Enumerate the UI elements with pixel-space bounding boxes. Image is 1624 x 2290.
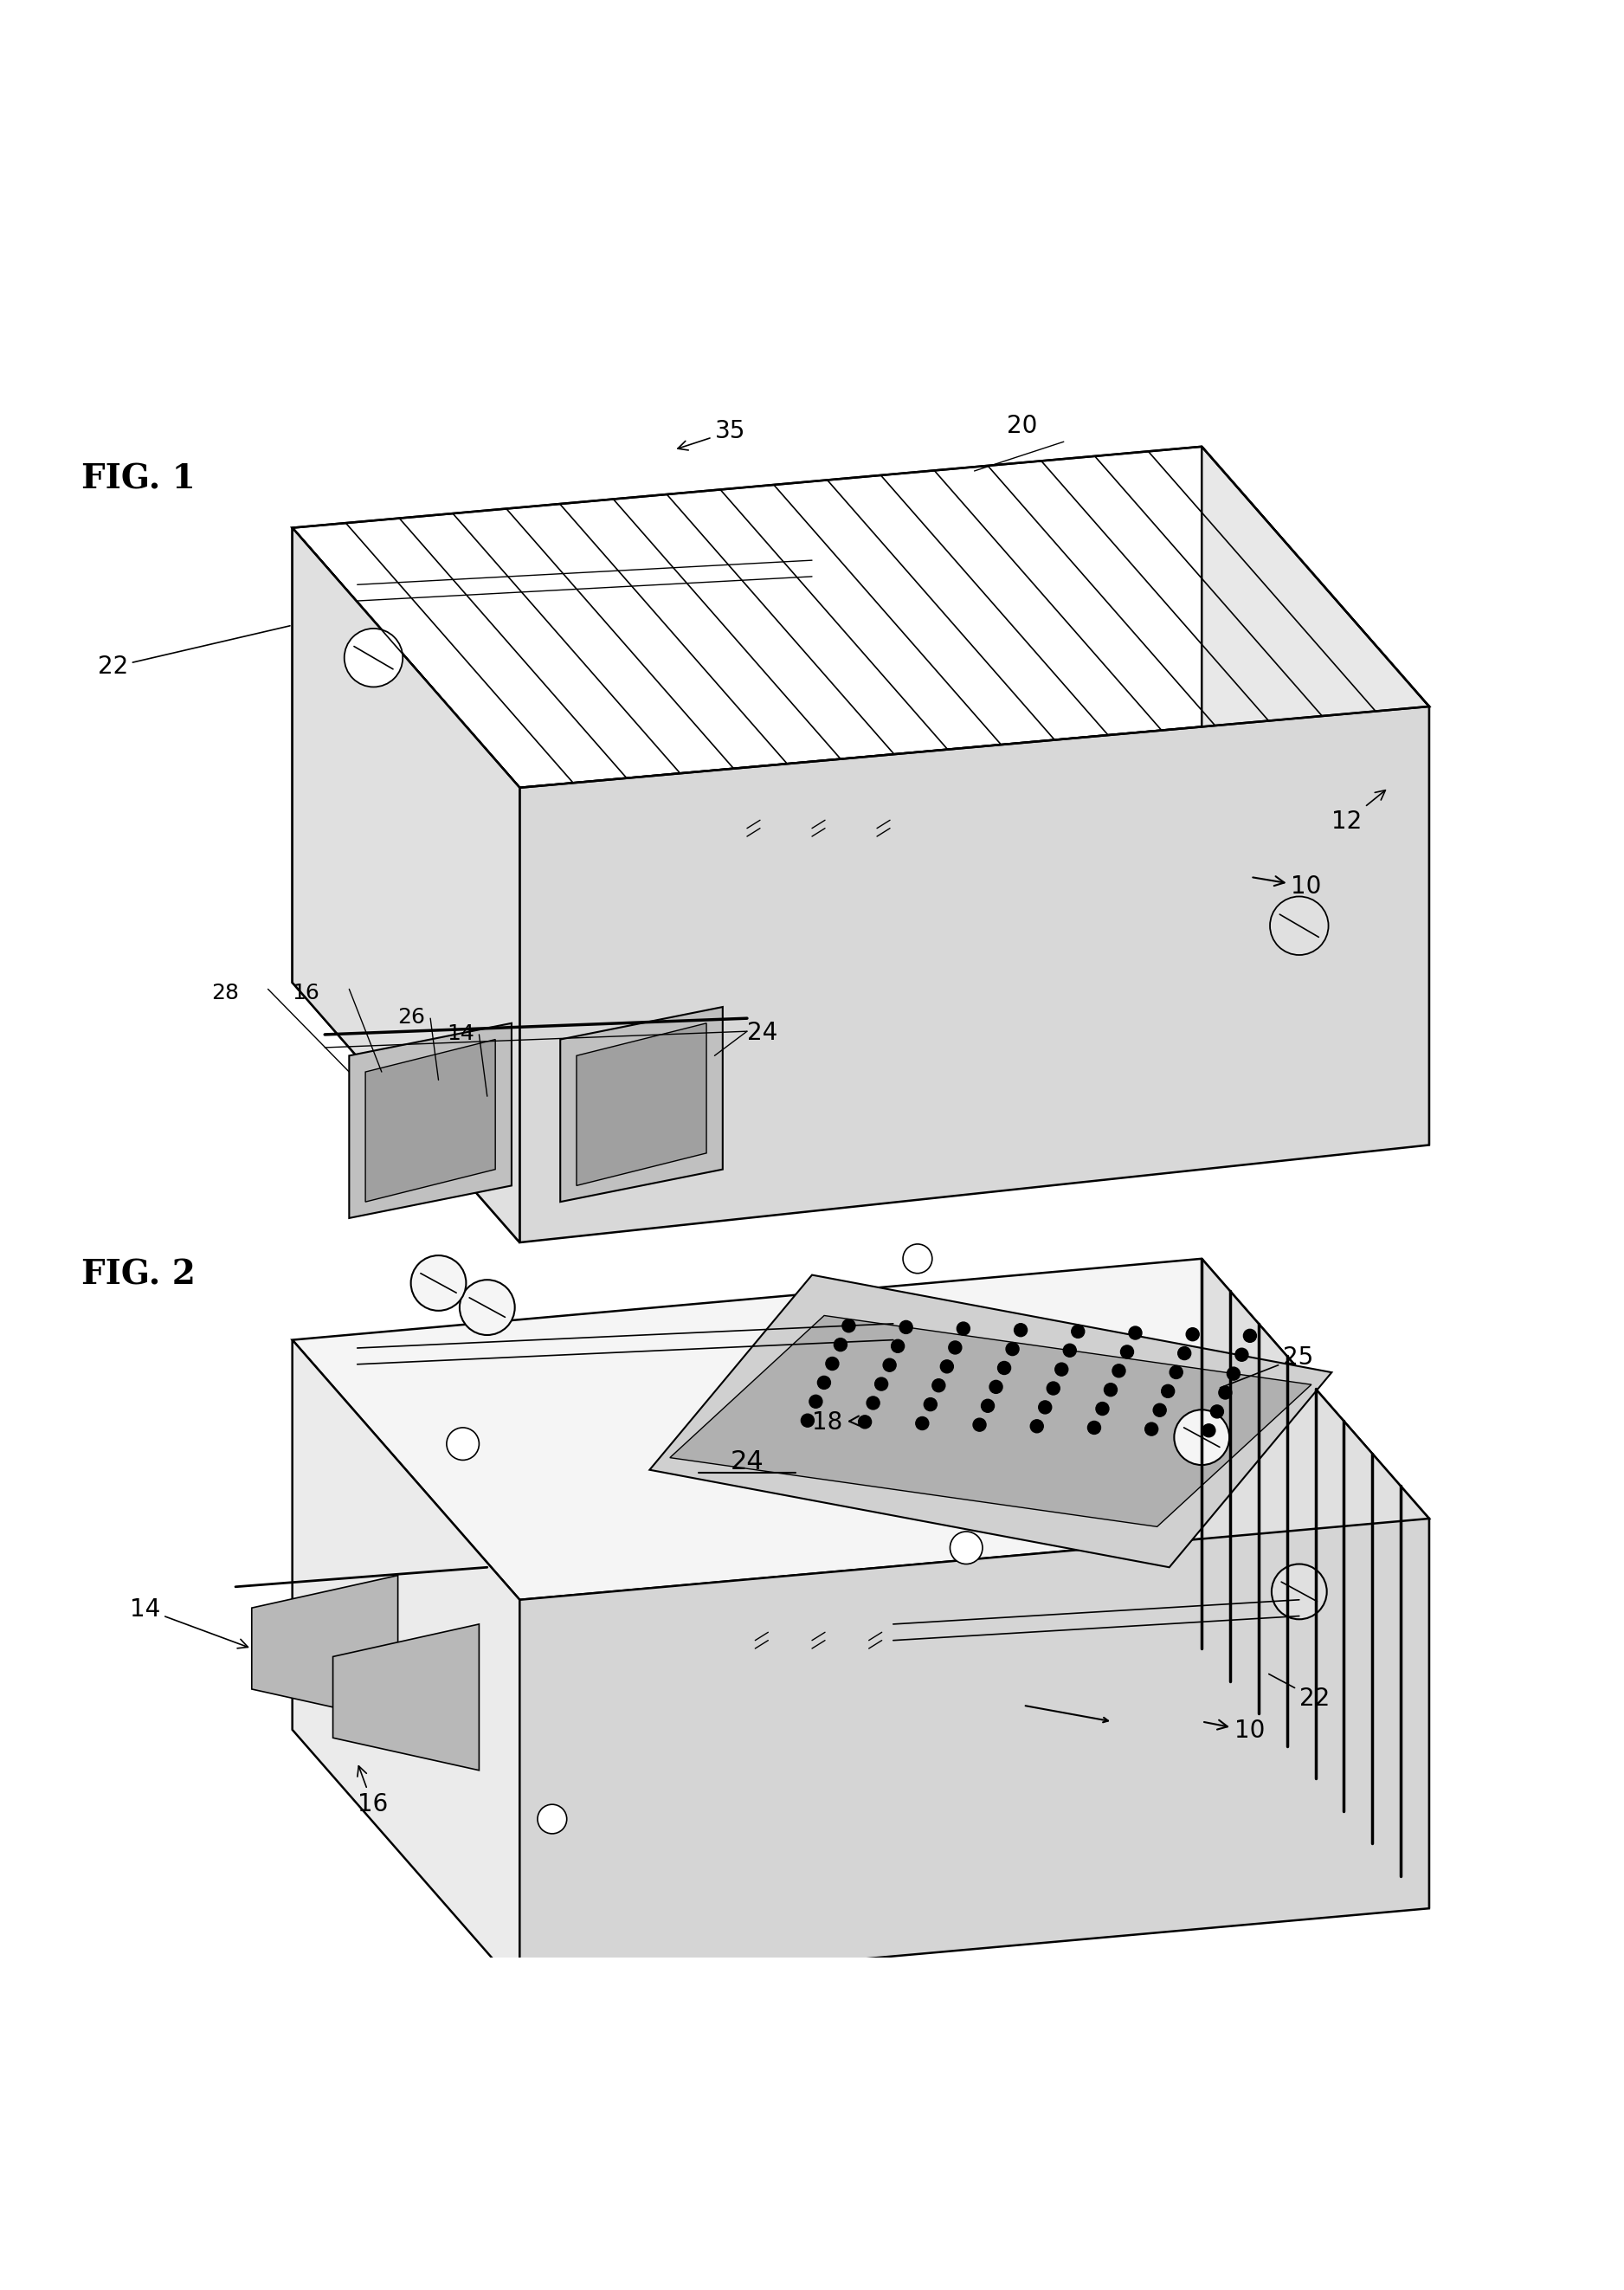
Text: 12: 12 [1332,790,1385,834]
Circle shape [867,1397,880,1408]
Text: 22: 22 [1268,1674,1330,1711]
Circle shape [940,1360,953,1374]
Polygon shape [520,1518,1429,1990]
Polygon shape [560,1008,723,1202]
Text: FIG. 2: FIG. 2 [81,1257,195,1292]
Text: 14: 14 [130,1596,248,1649]
Circle shape [1013,1324,1026,1337]
Circle shape [1218,1385,1231,1399]
Text: FIG. 1: FIG. 1 [81,463,195,495]
Circle shape [1047,1381,1060,1395]
Circle shape [981,1399,994,1413]
Circle shape [1272,1564,1327,1619]
Text: 22: 22 [97,625,291,680]
Text: 24: 24 [731,1450,763,1475]
Text: 18: 18 [812,1411,859,1434]
Circle shape [801,1413,814,1427]
Circle shape [903,1243,932,1273]
Polygon shape [1202,447,1429,1145]
Circle shape [883,1358,896,1372]
Polygon shape [365,1040,495,1202]
Circle shape [1112,1365,1125,1376]
Circle shape [950,1532,983,1564]
Circle shape [1186,1328,1199,1342]
Circle shape [875,1379,888,1390]
Polygon shape [520,705,1429,1243]
Circle shape [460,1280,515,1335]
Circle shape [411,1255,466,1310]
Polygon shape [349,1024,512,1218]
Circle shape [835,1337,848,1351]
Circle shape [997,1363,1010,1374]
Circle shape [809,1395,822,1408]
Text: 24: 24 [747,1021,778,1044]
Circle shape [1145,1422,1158,1436]
Text: 26: 26 [398,1008,425,1028]
Text: 10: 10 [1203,1720,1265,1743]
Circle shape [1177,1347,1190,1360]
Circle shape [916,1418,929,1429]
Polygon shape [669,1314,1311,1527]
Circle shape [859,1415,872,1429]
Circle shape [1039,1401,1052,1413]
Circle shape [1174,1411,1229,1466]
Text: 14: 14 [447,1024,474,1044]
Circle shape [948,1342,961,1353]
Circle shape [1236,1349,1249,1360]
Circle shape [1104,1383,1117,1397]
Circle shape [1030,1420,1043,1434]
Circle shape [1005,1342,1018,1356]
Circle shape [1270,895,1328,955]
Polygon shape [577,1024,706,1186]
Polygon shape [650,1276,1332,1566]
Polygon shape [1202,1260,1429,1908]
Circle shape [1121,1344,1134,1358]
Circle shape [1096,1401,1109,1415]
Circle shape [1088,1422,1101,1434]
Circle shape [957,1321,970,1335]
Text: 10: 10 [1252,875,1322,898]
Circle shape [1228,1367,1241,1381]
Circle shape [1056,1363,1069,1376]
Circle shape [924,1397,937,1411]
Circle shape [1169,1365,1182,1379]
Circle shape [900,1321,913,1333]
Circle shape [1202,1424,1215,1438]
Polygon shape [292,527,520,1243]
Circle shape [1161,1385,1174,1397]
Polygon shape [252,1576,398,1722]
Circle shape [843,1319,856,1333]
Circle shape [1244,1328,1257,1342]
Polygon shape [333,1624,479,1770]
Circle shape [817,1376,830,1390]
Circle shape [538,1805,567,1834]
Circle shape [973,1418,986,1431]
Circle shape [1064,1344,1077,1358]
Polygon shape [292,1340,520,1990]
Polygon shape [292,1260,1429,1601]
Text: 25: 25 [1220,1344,1314,1388]
Circle shape [344,627,403,687]
Circle shape [1210,1406,1223,1418]
Circle shape [1153,1404,1166,1418]
Circle shape [932,1379,945,1392]
Text: 16: 16 [292,982,320,1003]
Polygon shape [292,447,1429,788]
Text: 16: 16 [357,1766,388,1816]
Polygon shape [292,527,520,1243]
Circle shape [1072,1326,1085,1337]
Circle shape [447,1427,479,1461]
Text: 20: 20 [1007,414,1038,437]
Text: 28: 28 [211,982,239,1003]
Circle shape [1129,1326,1142,1340]
Circle shape [989,1381,1002,1392]
Text: 35: 35 [677,419,745,451]
Circle shape [892,1340,905,1353]
Circle shape [825,1358,838,1369]
